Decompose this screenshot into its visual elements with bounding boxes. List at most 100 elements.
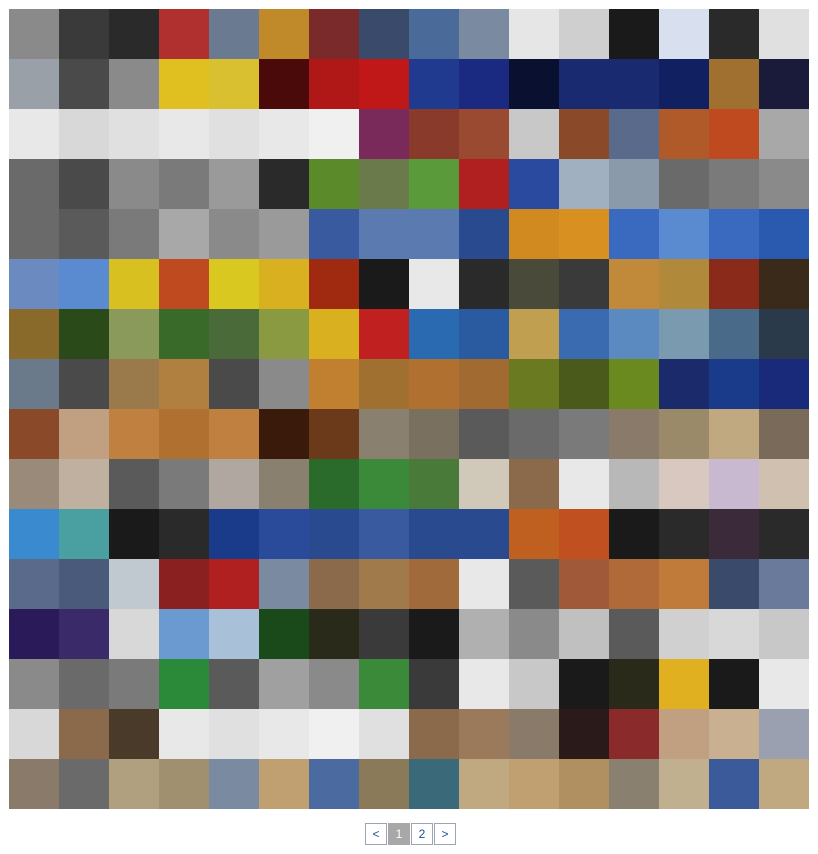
photo-thumbnail[interactable] — [309, 59, 359, 109]
photo-thumbnail[interactable] — [59, 509, 109, 559]
photo-thumbnail[interactable] — [109, 159, 159, 209]
photo-thumbnail[interactable] — [59, 459, 109, 509]
photo-thumbnail[interactable] — [9, 509, 59, 559]
photo-thumbnail[interactable] — [509, 759, 559, 809]
photo-thumbnail[interactable] — [559, 459, 609, 509]
photo-thumbnail[interactable] — [509, 9, 559, 59]
photo-thumbnail[interactable] — [309, 659, 359, 709]
photo-thumbnail[interactable] — [109, 759, 159, 809]
photo-thumbnail[interactable] — [309, 409, 359, 459]
photo-thumbnail[interactable] — [509, 559, 559, 609]
photo-thumbnail[interactable] — [9, 109, 59, 159]
photo-thumbnail[interactable] — [459, 259, 509, 309]
photo-thumbnail[interactable] — [109, 59, 159, 109]
photo-thumbnail[interactable] — [609, 159, 659, 209]
photo-thumbnail[interactable] — [409, 59, 459, 109]
photo-thumbnail[interactable] — [209, 459, 259, 509]
photo-thumbnail[interactable] — [159, 209, 209, 259]
photo-thumbnail[interactable] — [659, 309, 709, 359]
photo-thumbnail[interactable] — [259, 309, 309, 359]
photo-thumbnail[interactable] — [359, 309, 409, 359]
photo-thumbnail[interactable] — [559, 409, 609, 459]
photo-thumbnail[interactable] — [159, 409, 209, 459]
photo-thumbnail[interactable] — [709, 259, 759, 309]
photo-thumbnail[interactable] — [309, 559, 359, 609]
photo-thumbnail[interactable] — [359, 209, 409, 259]
photo-thumbnail[interactable] — [409, 659, 459, 709]
photo-thumbnail[interactable] — [659, 359, 709, 409]
photo-thumbnail[interactable] — [759, 659, 809, 709]
photo-thumbnail[interactable] — [559, 59, 609, 109]
photo-thumbnail[interactable] — [209, 209, 259, 259]
photo-thumbnail[interactable] — [259, 159, 309, 209]
photo-thumbnail[interactable] — [759, 59, 809, 109]
photo-thumbnail[interactable] — [659, 409, 709, 459]
photo-thumbnail[interactable] — [559, 509, 609, 559]
photo-thumbnail[interactable] — [209, 59, 259, 109]
photo-thumbnail[interactable] — [509, 509, 559, 559]
photo-thumbnail[interactable] — [659, 659, 709, 709]
photo-thumbnail[interactable] — [159, 659, 209, 709]
photo-thumbnail[interactable] — [709, 309, 759, 359]
page-2-button[interactable]: 2 — [411, 823, 433, 845]
photo-thumbnail[interactable] — [459, 759, 509, 809]
photo-thumbnail[interactable] — [209, 759, 259, 809]
photo-thumbnail[interactable] — [709, 409, 759, 459]
photo-thumbnail[interactable] — [309, 309, 359, 359]
photo-thumbnail[interactable] — [559, 9, 609, 59]
photo-thumbnail[interactable] — [609, 759, 659, 809]
photo-thumbnail[interactable] — [609, 209, 659, 259]
photo-thumbnail[interactable] — [459, 509, 509, 559]
photo-thumbnail[interactable] — [559, 109, 609, 159]
photo-thumbnail[interactable] — [209, 259, 259, 309]
photo-thumbnail[interactable] — [9, 259, 59, 309]
photo-thumbnail[interactable] — [59, 359, 109, 409]
photo-thumbnail[interactable] — [9, 609, 59, 659]
photo-thumbnail[interactable] — [109, 109, 159, 159]
photo-thumbnail[interactable] — [59, 409, 109, 459]
photo-thumbnail[interactable] — [409, 759, 459, 809]
photo-thumbnail[interactable] — [609, 359, 659, 409]
photo-thumbnail[interactable] — [659, 259, 709, 309]
photo-thumbnail[interactable] — [309, 359, 359, 409]
photo-thumbnail[interactable] — [559, 659, 609, 709]
photo-thumbnail[interactable] — [509, 309, 559, 359]
photo-thumbnail[interactable] — [309, 759, 359, 809]
photo-thumbnail[interactable] — [9, 309, 59, 359]
photo-thumbnail[interactable] — [109, 559, 159, 609]
photo-thumbnail[interactable] — [609, 309, 659, 359]
photo-thumbnail[interactable] — [759, 559, 809, 609]
photo-thumbnail[interactable] — [459, 709, 509, 759]
photo-thumbnail[interactable] — [759, 409, 809, 459]
photo-thumbnail[interactable] — [659, 59, 709, 109]
photo-thumbnail[interactable] — [259, 209, 309, 259]
photo-thumbnail[interactable] — [559, 559, 609, 609]
photo-thumbnail[interactable] — [609, 9, 659, 59]
photo-thumbnail[interactable] — [509, 109, 559, 159]
photo-thumbnail[interactable] — [159, 109, 209, 159]
photo-thumbnail[interactable] — [559, 309, 609, 359]
photo-thumbnail[interactable] — [459, 209, 509, 259]
photo-thumbnail[interactable] — [309, 509, 359, 559]
prev-page-button[interactable]: < — [365, 823, 387, 845]
photo-thumbnail[interactable] — [109, 309, 159, 359]
photo-thumbnail[interactable] — [59, 259, 109, 309]
photo-thumbnail[interactable] — [709, 659, 759, 709]
photo-thumbnail[interactable] — [159, 459, 209, 509]
photo-thumbnail[interactable] — [759, 109, 809, 159]
photo-thumbnail[interactable] — [509, 159, 559, 209]
photo-thumbnail[interactable] — [59, 709, 109, 759]
photo-thumbnail[interactable] — [709, 59, 759, 109]
next-page-button[interactable]: > — [434, 823, 456, 845]
photo-thumbnail[interactable] — [609, 259, 659, 309]
photo-thumbnail[interactable] — [209, 9, 259, 59]
photo-thumbnail[interactable] — [409, 9, 459, 59]
photo-thumbnail[interactable] — [459, 659, 509, 709]
photo-thumbnail[interactable] — [459, 309, 509, 359]
photo-thumbnail[interactable] — [359, 559, 409, 609]
photo-thumbnail[interactable] — [359, 59, 409, 109]
photo-thumbnail[interactable] — [59, 159, 109, 209]
photo-thumbnail[interactable] — [309, 159, 359, 209]
photo-thumbnail[interactable] — [109, 509, 159, 559]
photo-thumbnail[interactable] — [709, 159, 759, 209]
